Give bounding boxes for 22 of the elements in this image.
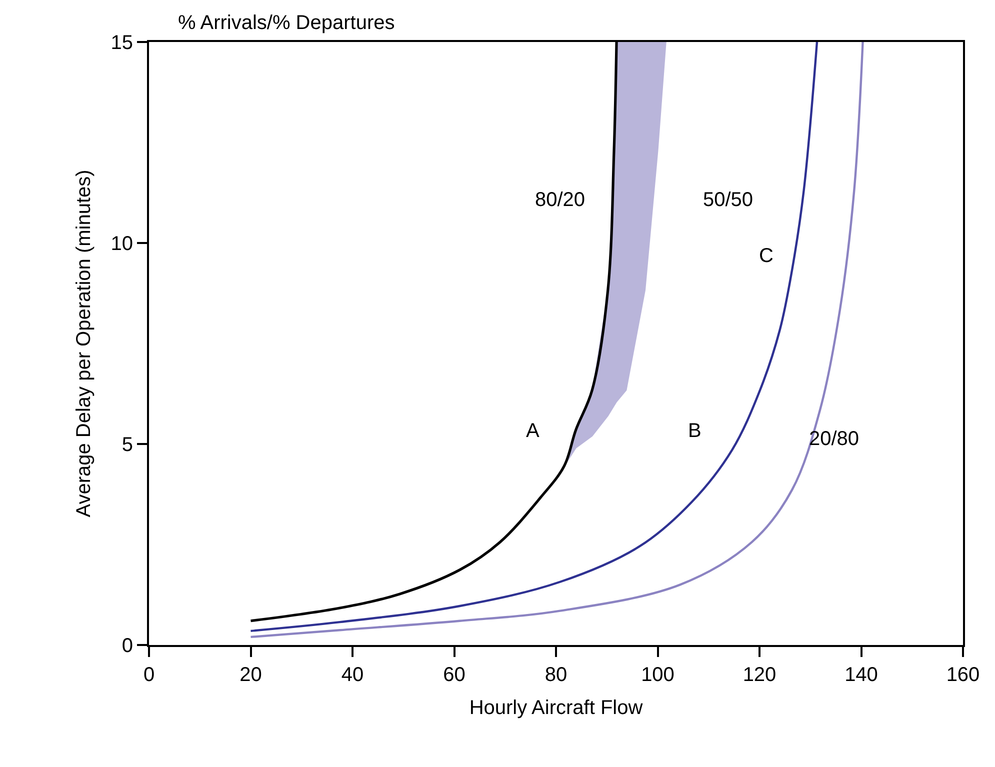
x-tick-label: 140 bbox=[844, 664, 878, 686]
annotation: B bbox=[688, 420, 702, 442]
x-tick-label: 0 bbox=[143, 664, 155, 686]
y-axis-title: Average Delay per Operation (minutes) bbox=[72, 170, 95, 518]
y-tick-label: 5 bbox=[122, 434, 133, 456]
x-tick-label: 40 bbox=[341, 664, 364, 686]
x-axis-title: Hourly Aircraft Flow bbox=[469, 697, 644, 719]
series-label: 80/20 bbox=[535, 189, 586, 211]
text: 50/50 bbox=[703, 189, 754, 211]
series-label: 20/80 bbox=[809, 428, 860, 450]
x-tick-label: 120 bbox=[742, 664, 776, 686]
x-tick-label: 80 bbox=[544, 664, 568, 686]
x-tick-label: 160 bbox=[946, 664, 980, 686]
annotation: A bbox=[526, 420, 540, 442]
y-tick-label: 15 bbox=[110, 32, 133, 54]
chart-title: % Arrivals/% Departures bbox=[178, 12, 395, 34]
annotation: C bbox=[759, 245, 774, 267]
y-tick-label: 0 bbox=[122, 635, 133, 657]
x-tick-label: 60 bbox=[443, 664, 466, 686]
x-tick-label: 100 bbox=[641, 664, 674, 686]
x-tick-label: 20 bbox=[240, 664, 262, 686]
y-tick-label: 10 bbox=[110, 233, 133, 255]
